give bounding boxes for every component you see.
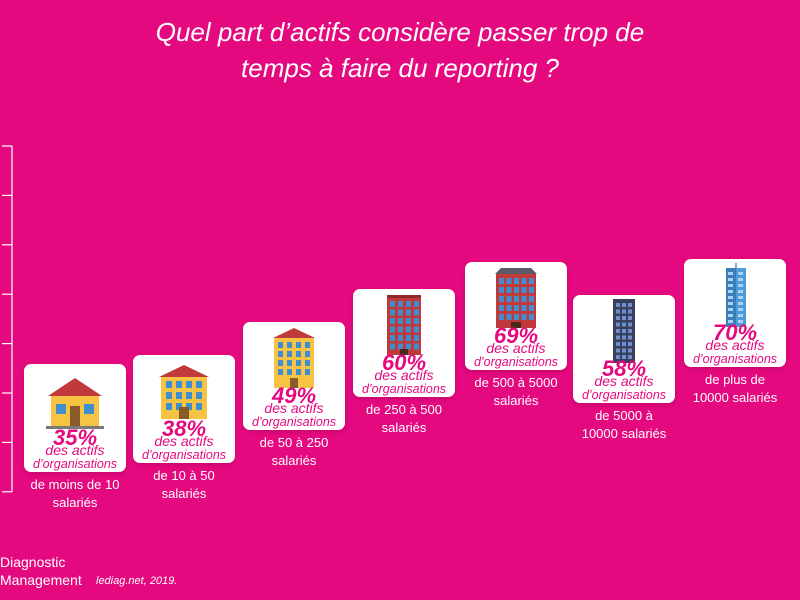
bar-card: 69% des actifs d’organisations bbox=[465, 262, 567, 370]
category-label: de 10 à 50 salariés bbox=[153, 468, 215, 501]
bar-value-label: 35% bbox=[52, 425, 98, 450]
chart-title: Quel part d’actifs considère passer trop… bbox=[0, 14, 800, 86]
category-label: de moins de 10 salariés bbox=[30, 477, 120, 510]
bar-label-line-2: d’organisations bbox=[361, 382, 447, 396]
category-label: de 5000 à 10000 salariés bbox=[581, 408, 667, 441]
bar-value-label: 70% bbox=[712, 320, 758, 345]
bar-label-line-2: d’organisations bbox=[251, 415, 337, 429]
tower-icon bbox=[573, 299, 675, 363]
bar-value-label: 60% bbox=[381, 350, 427, 375]
title-line-2: temps à faire du reporting ? bbox=[241, 53, 559, 83]
bar-label-line-2: d’organisations bbox=[32, 457, 118, 471]
bar-label-line-1: des actifs bbox=[486, 340, 546, 356]
bar-label-line-1: des actifs bbox=[45, 442, 105, 458]
brick-building-icon bbox=[353, 293, 455, 357]
bar-label-line-2: d’organisations bbox=[581, 388, 667, 402]
house-icon bbox=[24, 368, 126, 432]
bar-card: 35% des actifs d’organisations bbox=[24, 364, 126, 472]
bar-label-line-1: des actifs bbox=[594, 373, 654, 389]
office-building-icon bbox=[243, 326, 345, 390]
bar-value-label: 69% bbox=[493, 323, 539, 348]
category-label: de plus de 10000 salariés bbox=[692, 372, 778, 405]
bar-label-line-2: d’organisations bbox=[141, 448, 227, 462]
bar-label-line-1: des actifs bbox=[705, 337, 765, 353]
category-label: de 250 à 500 salariés bbox=[366, 402, 442, 435]
bar-label-line-2: d’organisations bbox=[692, 352, 778, 366]
bar-value-label: 58% bbox=[601, 356, 647, 381]
bar-label-line-1: des actifs bbox=[154, 433, 214, 449]
brand-line-2: Management bbox=[0, 572, 82, 588]
bar-label-line-1: des actifs bbox=[374, 367, 434, 383]
category-label: de 50 à 250 salariés bbox=[259, 435, 329, 468]
bar-label-line-1: des actifs bbox=[264, 400, 324, 416]
skyscraper-icon bbox=[684, 263, 786, 327]
large-building-icon bbox=[465, 266, 567, 330]
brand-logo: Diagnostic Management bbox=[0, 553, 82, 589]
bar-card: 38% des actifs d’organisations bbox=[133, 355, 235, 463]
bar-card: 60% des actifs d’organisations bbox=[353, 289, 455, 397]
small-building-icon bbox=[133, 359, 235, 423]
source-note: lediag.net, 2019. bbox=[96, 575, 178, 587]
brand-line-1: Diagnostic bbox=[0, 554, 66, 570]
category-label: de 500 à 5000 salariés bbox=[474, 375, 558, 408]
bar-value-label: 38% bbox=[161, 416, 207, 441]
bar-label-line-2: d’organisations bbox=[473, 355, 559, 369]
title-line-1: Quel part d’actifs considère passer trop… bbox=[155, 17, 645, 47]
bar-card: 58% des actifs d’organisations bbox=[573, 295, 675, 403]
bar-card: 49% des actifs d’organisations bbox=[243, 322, 345, 430]
bar-card: 70% des actifs d’organisations bbox=[684, 259, 786, 367]
bar-value-label: 49% bbox=[271, 383, 317, 408]
